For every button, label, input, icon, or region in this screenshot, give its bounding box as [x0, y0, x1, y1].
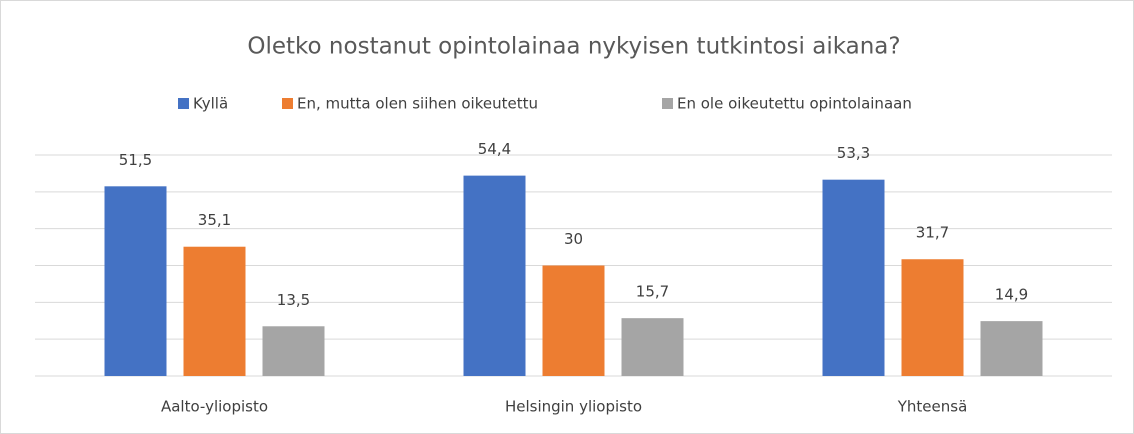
bar	[183, 246, 246, 376]
bar	[463, 175, 526, 376]
bar	[262, 326, 325, 376]
x-tick-label: Aalto-yliopisto	[161, 398, 268, 416]
legend-label: En, mutta olen siihen oikeutettu	[297, 95, 538, 113]
bar	[621, 318, 684, 376]
data-label: 53,3	[837, 144, 870, 162]
x-tick-label: Helsingin yliopisto	[505, 398, 642, 416]
bar	[980, 321, 1043, 376]
data-label: 31,7	[916, 224, 949, 242]
data-label: 54,4	[478, 140, 511, 158]
legend-label: En ole oikeutettu opintolainaan	[677, 95, 912, 113]
bar	[104, 186, 167, 376]
data-label: 15,7	[636, 283, 669, 301]
legend-swatch	[178, 98, 189, 109]
data-label: 35,1	[198, 211, 231, 229]
legend-swatch	[662, 98, 673, 109]
bar	[901, 259, 964, 376]
legend-label: Kyllä	[193, 95, 228, 113]
bar	[542, 265, 605, 376]
data-label: 30	[564, 230, 583, 248]
chart-title: Oletko nostanut opintolainaa nykyisen tu…	[247, 34, 900, 60]
bar	[822, 179, 885, 376]
data-label: 13,5	[277, 291, 310, 309]
x-tick-label: Yhteensä	[897, 398, 968, 416]
data-label: 51,5	[119, 151, 152, 169]
legend-swatch	[282, 98, 293, 109]
data-label: 14,9	[995, 286, 1028, 304]
